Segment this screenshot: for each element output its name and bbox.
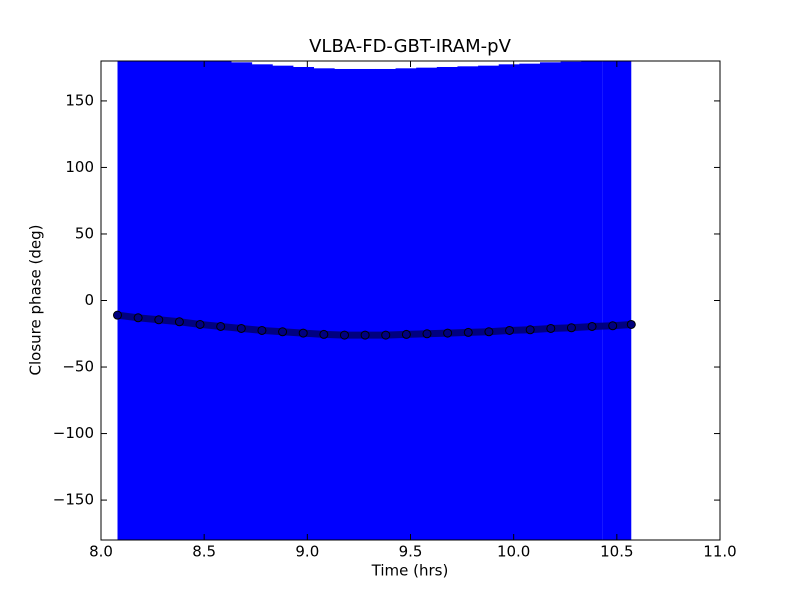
error-bar <box>271 65 294 540</box>
data-point <box>546 323 556 333</box>
error-bar <box>230 62 253 540</box>
error-bars <box>117 61 632 540</box>
error-bar <box>539 62 562 540</box>
error-bar <box>436 66 459 540</box>
error-bar <box>478 65 500 540</box>
error-bar <box>395 68 418 540</box>
data-point <box>195 319 205 329</box>
error-bar <box>127 61 149 540</box>
y-tick-label: 100 <box>65 158 94 176</box>
data-point <box>608 321 618 331</box>
y-tick-label: −150 <box>53 491 94 509</box>
x-tick-label: 8.5 <box>192 543 216 561</box>
error-bar <box>292 66 315 540</box>
x-tick-label: 10.0 <box>497 543 530 561</box>
error-bar <box>519 63 541 540</box>
data-point <box>484 327 494 337</box>
error-bar <box>333 68 356 540</box>
x-tick-label: 9.5 <box>399 543 423 561</box>
data-point <box>505 325 515 335</box>
error-bar <box>354 68 376 540</box>
error-bar <box>117 61 129 540</box>
error-bar <box>416 67 438 540</box>
x-tick-label: 11.0 <box>703 543 736 561</box>
data-point <box>566 323 576 333</box>
error-bar <box>498 64 521 540</box>
error-bar <box>147 61 170 540</box>
x-tick-label: 9.0 <box>295 543 319 561</box>
error-bar <box>560 61 583 540</box>
error-bar <box>457 66 480 540</box>
data-point <box>298 328 308 338</box>
x-tick-label: 8.0 <box>89 543 113 561</box>
data-point <box>360 330 370 340</box>
data-point <box>401 329 411 339</box>
data-point <box>216 321 226 331</box>
data-point <box>381 330 391 340</box>
data-point <box>236 323 246 333</box>
y-axis-label: Closure phase (deg) <box>27 225 45 376</box>
data-point <box>339 330 349 340</box>
error-bar <box>374 68 397 540</box>
data-point <box>525 325 535 335</box>
y-tick-label: 150 <box>65 91 94 109</box>
error-bar <box>209 61 232 540</box>
y-tick-label: 0 <box>84 291 94 309</box>
data-point <box>113 310 123 320</box>
plot-area <box>113 61 636 540</box>
data-point <box>278 327 288 337</box>
error-bar <box>581 61 603 540</box>
data-point <box>319 329 329 339</box>
error-bar <box>621 61 632 540</box>
error-bar <box>313 68 335 540</box>
data-point <box>463 327 473 337</box>
error-bar <box>189 61 211 540</box>
error-bar <box>168 61 191 540</box>
data-point <box>154 315 164 325</box>
error-bar <box>602 61 623 540</box>
data-point <box>587 321 597 331</box>
x-tick-label: 10.5 <box>600 543 633 561</box>
data-point <box>422 329 432 339</box>
y-tick-label: −100 <box>53 424 94 442</box>
error-bar <box>251 64 273 540</box>
x-axis-label: Time (hrs) <box>371 562 449 580</box>
y-tick-label: −50 <box>62 358 94 376</box>
chart-title: VLBA-FD-GBT-IRAM-pV <box>309 36 511 57</box>
data-point <box>443 328 453 338</box>
data-point <box>626 319 636 329</box>
data-point <box>133 313 143 323</box>
y-tick-label: 50 <box>75 224 94 242</box>
data-point <box>174 317 184 327</box>
data-point <box>257 325 267 335</box>
